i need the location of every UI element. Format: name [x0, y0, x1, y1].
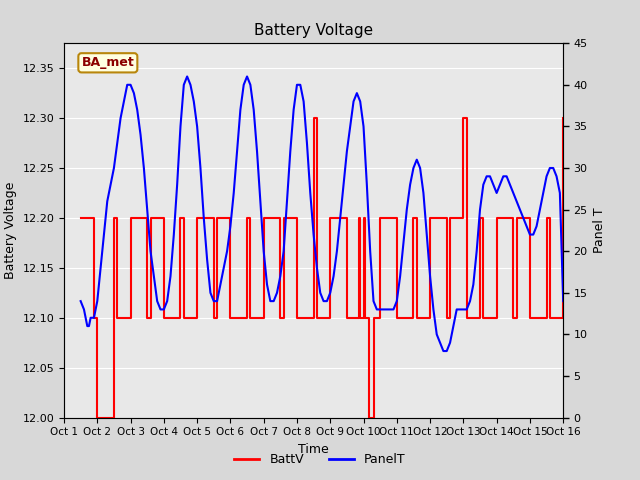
Title: Battery Voltage: Battery Voltage — [254, 23, 373, 38]
Y-axis label: Battery Voltage: Battery Voltage — [4, 182, 17, 279]
Legend: BattV, PanelT: BattV, PanelT — [229, 448, 411, 471]
Text: BA_met: BA_met — [81, 56, 134, 69]
X-axis label: Time: Time — [298, 443, 329, 456]
Y-axis label: Panel T: Panel T — [593, 207, 606, 253]
